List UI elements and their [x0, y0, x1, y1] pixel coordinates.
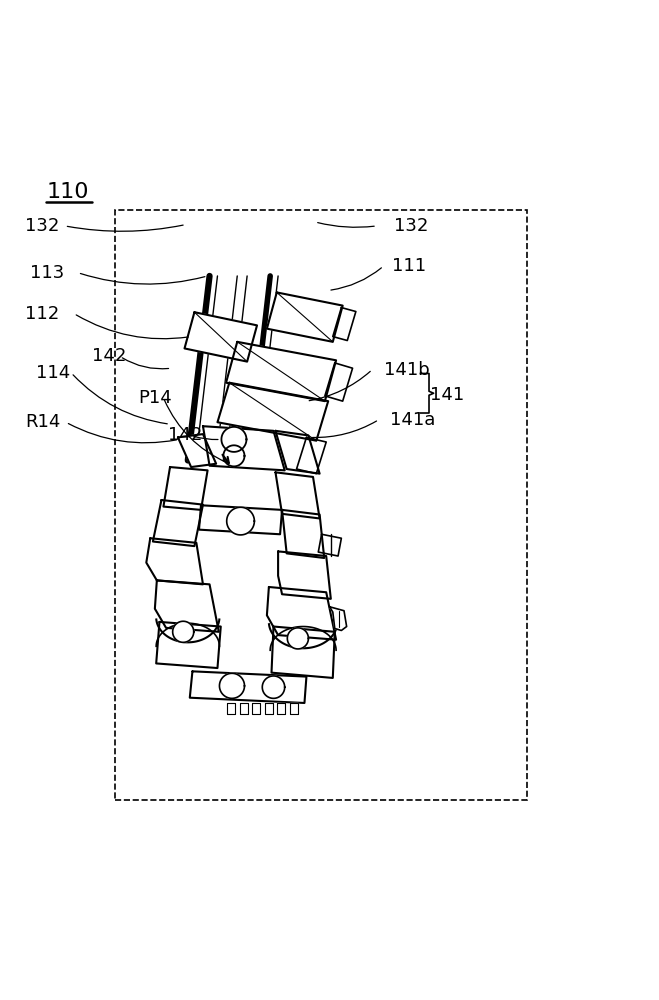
- Text: 142: 142: [92, 347, 127, 365]
- Text: 114: 114: [36, 364, 71, 382]
- Polygon shape: [333, 308, 356, 341]
- Text: 141b: 141b: [384, 361, 429, 379]
- Text: 141a: 141a: [390, 411, 436, 429]
- Text: 132: 132: [25, 217, 59, 235]
- Polygon shape: [219, 673, 244, 698]
- Polygon shape: [267, 587, 336, 640]
- Polygon shape: [265, 703, 273, 714]
- Bar: [115, 210, 527, 800]
- Polygon shape: [272, 627, 335, 678]
- Text: 141: 141: [430, 386, 464, 404]
- Polygon shape: [199, 505, 282, 534]
- Text: R14: R14: [25, 413, 61, 431]
- Polygon shape: [290, 703, 298, 714]
- Polygon shape: [155, 580, 219, 632]
- Polygon shape: [221, 427, 246, 452]
- Text: 142: 142: [168, 426, 202, 444]
- Polygon shape: [226, 342, 336, 401]
- Polygon shape: [318, 534, 341, 556]
- Text: 110: 110: [46, 182, 88, 202]
- Polygon shape: [252, 703, 260, 714]
- Polygon shape: [227, 507, 254, 535]
- Polygon shape: [185, 276, 293, 464]
- Polygon shape: [223, 445, 244, 466]
- Polygon shape: [330, 607, 347, 630]
- Polygon shape: [287, 628, 308, 649]
- Polygon shape: [275, 431, 320, 474]
- Polygon shape: [173, 621, 194, 642]
- Polygon shape: [153, 500, 203, 546]
- Polygon shape: [203, 426, 285, 470]
- Text: 111: 111: [392, 257, 426, 275]
- Polygon shape: [267, 292, 343, 342]
- Text: 112: 112: [25, 305, 59, 323]
- Polygon shape: [297, 437, 326, 474]
- Polygon shape: [163, 467, 208, 510]
- Polygon shape: [178, 434, 216, 467]
- Polygon shape: [146, 538, 203, 584]
- Polygon shape: [262, 676, 285, 698]
- Polygon shape: [190, 671, 306, 703]
- Text: 132: 132: [394, 217, 428, 235]
- Polygon shape: [278, 551, 331, 599]
- Polygon shape: [227, 703, 235, 714]
- Polygon shape: [217, 383, 328, 441]
- Polygon shape: [240, 703, 248, 714]
- Polygon shape: [185, 312, 257, 362]
- Polygon shape: [277, 703, 285, 714]
- Text: 113: 113: [30, 264, 64, 282]
- Polygon shape: [282, 510, 324, 558]
- Text: P14: P14: [138, 389, 172, 407]
- Polygon shape: [275, 472, 320, 518]
- Polygon shape: [156, 622, 221, 668]
- Polygon shape: [325, 363, 353, 401]
